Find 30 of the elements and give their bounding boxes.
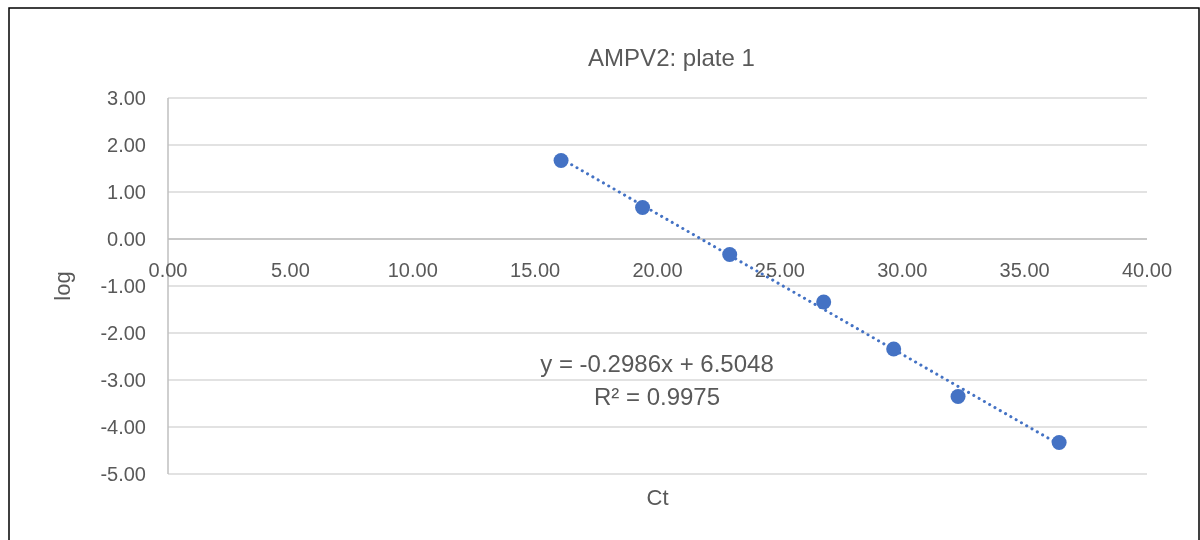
x-tick-label: 0.00 [148,259,188,281]
x-tick-label: 20.00 [632,259,683,281]
x-tick-label: 15.00 [510,259,561,281]
x-axis-title: Ct [646,485,669,510]
chart-title: AMPV2: plate 1 [588,44,755,71]
point [886,341,902,357]
y-tick-label: -2.00 [100,322,146,344]
x-tick-label: 5.00 [270,259,310,281]
point [816,294,832,310]
x-tick-label: 35.00 [999,259,1050,281]
y-tick-label: -3.00 [100,369,146,391]
point [635,200,651,216]
y-tick-label: -4.00 [100,416,146,438]
y-tick-label: 3.00 [107,87,146,109]
x-tick-label: 25.00 [754,259,805,281]
y-axis-title: log [50,271,75,301]
point [722,247,738,263]
y-tick-label: 0.00 [107,228,146,250]
point [1051,435,1067,451]
y-tick-label: 1.00 [107,181,146,203]
y-tick-label: -1.00 [100,275,146,297]
annotation: y = -0.2986x + 6.5048 [540,350,774,377]
point [553,153,569,169]
y-tick-label: 2.00 [107,134,146,156]
x-tick-label: 10.00 [387,259,438,281]
annotation: R² = 0.9975 [593,383,721,410]
y-tick-label: -5.00 [100,463,146,485]
x-tick-label: 30.00 [877,259,928,281]
point [950,388,966,404]
x-tick-label: 40.00 [1121,259,1173,281]
